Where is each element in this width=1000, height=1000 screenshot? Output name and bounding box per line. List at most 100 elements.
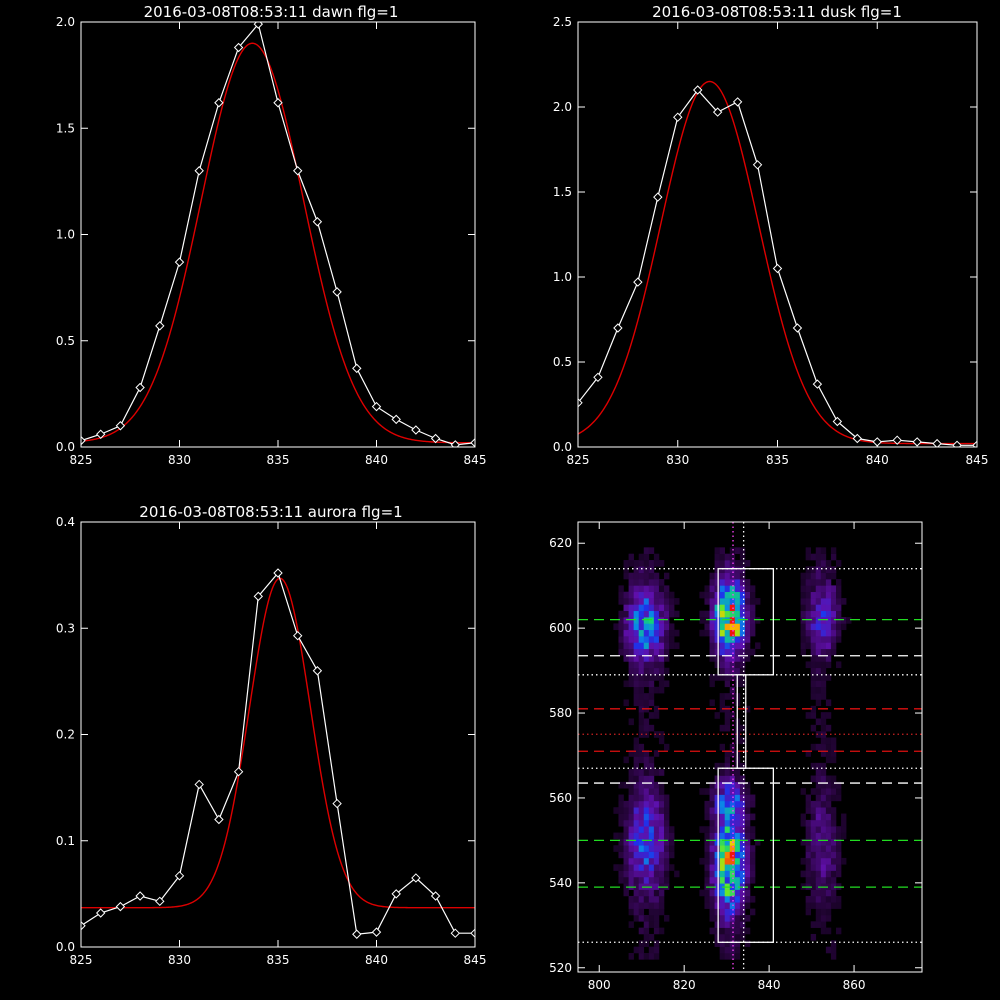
heatmap-cell (800, 813, 806, 821)
heatmap-cell (729, 686, 736, 694)
heatmap-cell (734, 794, 741, 802)
heatmap-cell (714, 889, 720, 897)
heatmap-cell (744, 819, 751, 827)
heatmap-cell (729, 927, 736, 935)
heatmap-cell (648, 636, 655, 643)
heatmap-cell (628, 718, 634, 726)
data-point (273, 98, 283, 108)
heatmap-cell (628, 610, 634, 618)
heatmap-cell (664, 819, 670, 827)
heatmap-cell (643, 591, 650, 599)
heatmap-cell (830, 756, 837, 764)
heatmap-cell (633, 737, 640, 745)
heatmap-cell (734, 572, 741, 580)
heatmap-cell (628, 585, 634, 593)
heatmap-cell (709, 591, 715, 599)
heatmap-cell (830, 819, 837, 827)
heatmap-cell (719, 553, 726, 561)
heatmap-cell (729, 693, 736, 700)
heatmap-cell (810, 693, 817, 700)
heatmap-cell (638, 642, 645, 650)
heatmap-cell (648, 598, 655, 605)
heatmap-cell (633, 686, 640, 694)
heatmap-cell (643, 699, 650, 707)
data-point (81, 435, 86, 446)
heatmap-cell (714, 838, 720, 846)
heatmap-cell (709, 819, 715, 827)
heatmap-cell (734, 667, 741, 675)
heatmap-cell (658, 832, 665, 840)
heatmap-cell (648, 680, 655, 688)
heatmap-cell (638, 553, 645, 561)
heatmap-cell (724, 718, 731, 726)
heatmap-cell (734, 807, 741, 814)
heatmap-cell (714, 579, 720, 586)
data-point (450, 440, 461, 447)
heatmap-cell (815, 851, 822, 859)
heatmap-cell (648, 762, 655, 770)
heatmap-cell (633, 572, 640, 580)
heatmap-cell (744, 642, 751, 650)
heatmap-cell (805, 610, 812, 618)
heatmap-cell (669, 636, 675, 643)
heatmap-cell (709, 908, 715, 916)
heatmap-cell (815, 902, 822, 909)
heatmap-cell (810, 579, 817, 586)
y-tick-label: 0.3 (56, 621, 75, 635)
heatmap-cell (815, 674, 822, 681)
heatmap-cell (739, 914, 746, 922)
heatmap-cell (633, 756, 640, 764)
heatmap-cell (704, 807, 710, 814)
heatmap-cell (739, 895, 746, 903)
heatmap-cell (709, 788, 715, 795)
heatmap-cell (704, 623, 710, 631)
heatmap-cell (800, 629, 806, 637)
heatmap-cell (628, 591, 634, 599)
heatmap-cell (810, 800, 817, 808)
heatmap-cell (734, 617, 741, 624)
heatmap-cell (719, 908, 726, 916)
heatmap-cell (638, 629, 645, 637)
heatmap-cell (830, 775, 837, 783)
heatmap-cell (633, 623, 640, 631)
heatmap-cell (643, 762, 650, 770)
heatmap-cell (734, 579, 741, 586)
heatmap-cell (810, 674, 817, 681)
heatmap-cell (664, 598, 670, 605)
heatmap-cell (820, 838, 827, 846)
heatmap-cell (643, 553, 650, 561)
heatmap-cell (724, 636, 731, 643)
heatmap-cell (810, 838, 817, 846)
heatmap-cell (699, 617, 705, 624)
data-point (752, 160, 763, 170)
heatmap-cell (658, 927, 665, 935)
panel-plot: 825 830 835 840 845 0.0 0.5 1.0 1.5 2.0 2.5 (553, 15, 989, 467)
data-point (772, 263, 783, 274)
heatmap-cell (820, 560, 827, 567)
heatmap-cell (805, 661, 812, 669)
heatmap-cell (714, 566, 720, 574)
heatmap-cell (825, 737, 832, 745)
heatmap-cell (734, 889, 741, 897)
heatmap-cell (653, 857, 660, 865)
heatmap-cell (734, 642, 741, 650)
heatmap-cell (658, 769, 665, 776)
heatmap-cell (815, 667, 822, 675)
heatmap-cell (729, 851, 736, 859)
heatmap-cell (714, 560, 720, 567)
heatmap-cell (825, 699, 832, 707)
heatmap-cell (638, 927, 645, 935)
heatmap-cell (628, 851, 634, 859)
heatmap-cell (825, 864, 832, 871)
heatmap-cell (653, 864, 660, 871)
heatmap-cell (815, 579, 822, 586)
heatmap-cell (628, 661, 634, 669)
heatmap-cell (820, 826, 827, 833)
heatmap-cell (623, 857, 629, 865)
heatmap-cell (755, 617, 761, 624)
heatmap-cell (618, 870, 624, 878)
plot-frame (577, 21, 978, 448)
heatmap-cell (739, 629, 746, 637)
heatmap-cell (664, 591, 670, 599)
heatmap-cell (648, 845, 655, 852)
